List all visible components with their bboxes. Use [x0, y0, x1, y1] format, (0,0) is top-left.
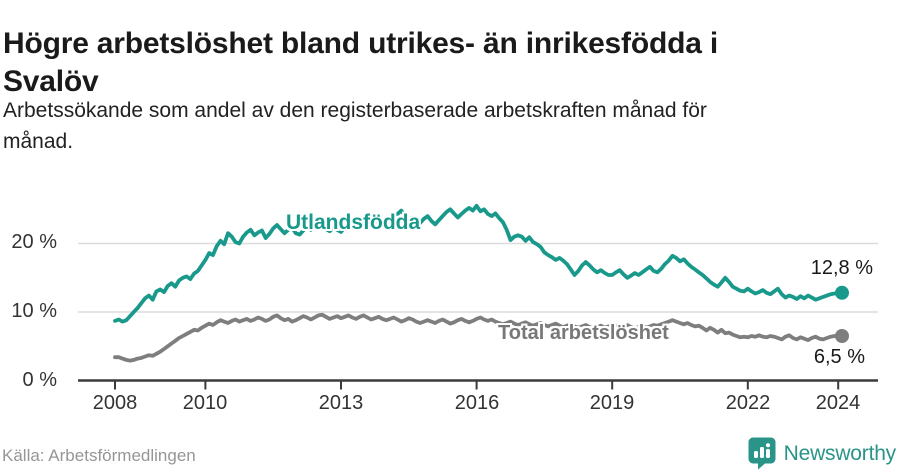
- end-value-label-total: 6,5 %: [813, 346, 865, 368]
- y-axis-tick-label-0: 0 %: [22, 369, 57, 391]
- page-title-line2: Svalöv: [3, 65, 99, 99]
- x-axis-tick-label-2024: 2024: [815, 392, 861, 414]
- page-subtitle-line2: månad.: [3, 130, 74, 153]
- page-title-line1: Högre arbetslöshet bland utrikes- än inr…: [3, 27, 718, 61]
- page-title: Högre arbetslöshet bland utrikes- än inr…: [3, 25, 897, 101]
- x-axis-tick-label-2010: 2010: [182, 392, 228, 414]
- end-value-label-utlandsfodda: 12,8 %: [810, 257, 873, 279]
- bar-chart-pin-icon: [748, 437, 776, 470]
- y-axis-tick-label-10: 10 %: [11, 300, 57, 322]
- x-axis-tick-label-2016: 2016: [454, 392, 500, 414]
- x-axis-tick-label-2022: 2022: [725, 392, 771, 414]
- x-axis-tick-label-2019: 2019: [589, 392, 635, 414]
- page-subtitle-line1: Arbetssökande som andel av den registerb…: [3, 99, 707, 122]
- source-note: Källa: Arbetsförmedlingen: [2, 446, 196, 465]
- series-label-total-arbetsloshet: Total arbetslöshet: [498, 322, 669, 344]
- newsworthy-wordmark: Newsworthy: [783, 441, 897, 465]
- newsworthy-logo[interactable]: Newsworthy: [748, 437, 896, 470]
- x-axis-tick-label-2013: 2013: [318, 392, 364, 414]
- x-axis-tick-label-2008: 2008: [92, 392, 138, 414]
- y-axis-tick-label-20: 20 %: [11, 231, 57, 253]
- page-subtitle: Arbetssökande som andel av den registerb…: [3, 95, 863, 157]
- series-label-utlandsfodda: Utlandsfödda: [286, 211, 421, 234]
